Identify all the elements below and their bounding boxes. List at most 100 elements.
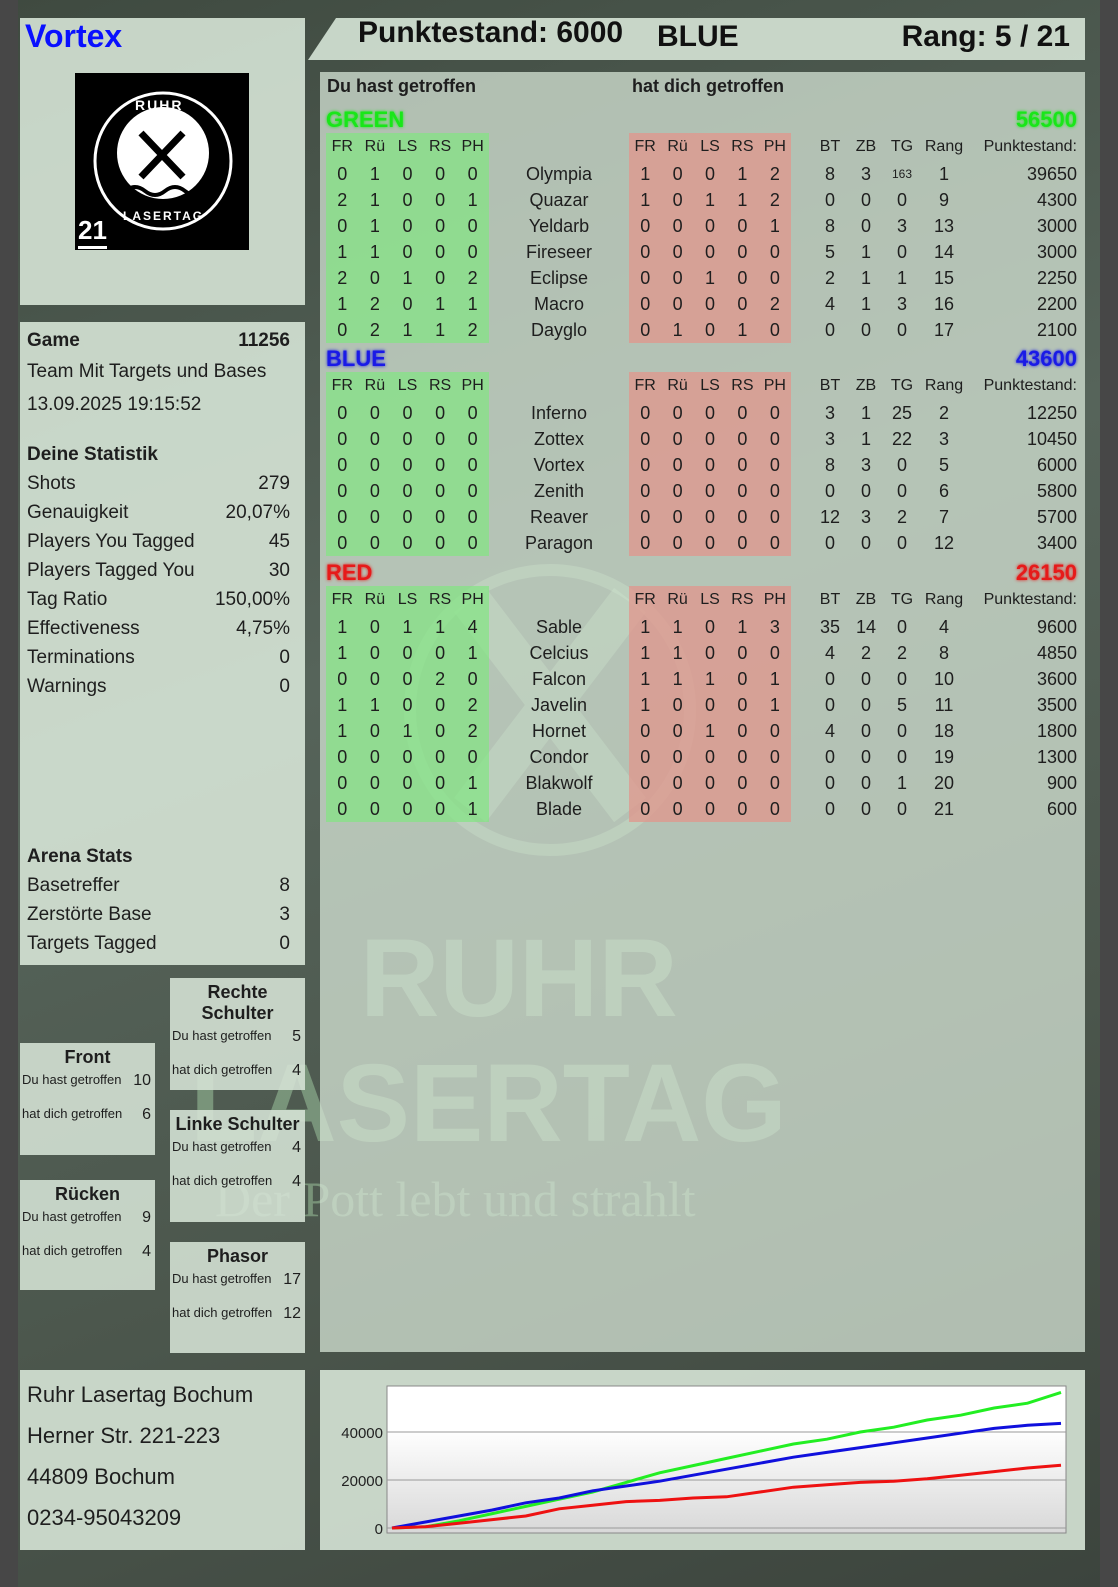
team-section-green: GREEN 56500 FR Rü LS RS PH FR Rü LS RS PH BT ZB TG Ra… (320, 107, 1085, 343)
hit_you-cell: 0 (672, 798, 683, 819)
hit_you-cell: 0 (672, 746, 683, 767)
bt-cell: 0 (824, 532, 835, 553)
you_hit-cell: 0 (337, 506, 348, 527)
zone-hit-you-row: hat dich getroffen 12 (172, 1305, 303, 1339)
col-header-2: LS (700, 377, 720, 394)
you_hit-cell: 2 (369, 293, 380, 314)
pts-cell: 5800 (1036, 480, 1077, 501)
you_hit-cell: 0 (337, 402, 348, 423)
pts-cell: 3500 (1036, 694, 1077, 715)
pts-cell: 12250 (1026, 402, 1077, 423)
column-header-row: FR Rü LS RS PH FR Rü LS RS PH BT ZB TG Rang Punktesta… (320, 372, 1085, 400)
you_hit-cell: 0 (337, 480, 348, 501)
stats-title: Deine Statistik (27, 443, 158, 465)
rang-cell: 15 (933, 267, 955, 288)
you_hit-cell: 0 (369, 402, 380, 423)
you_hit-cell: 2 (467, 267, 478, 288)
hit_you-cell: 0 (672, 480, 683, 501)
stats-row: Warnings 0 (27, 672, 290, 701)
you_hit-cell: 0 (435, 215, 446, 236)
bt-cell: 12 (819, 506, 841, 527)
game-datetime: 13.09.2025 19:15:52 (27, 393, 202, 415)
you_hit-cell: 2 (467, 720, 478, 741)
address-line: 44809 Bochum (27, 1464, 175, 1489)
bt-cell: 8 (824, 163, 835, 184)
player-row: 0 0 0 0 0 Condor 0 0 0 0 0 0 0 0 19 1300 (320, 744, 1085, 770)
bt-cell: 8 (824, 454, 835, 475)
stats-label: Effectiveness (27, 617, 140, 639)
zb-cell: 0 (860, 319, 871, 340)
you-hit-headers: FR Rü LS RS PH (326, 372, 489, 400)
col-header-0: FR (331, 138, 353, 155)
hit_you-cell: 1 (672, 668, 683, 689)
zone-front: Front Du hast getroffen 10 hat dich getro… (20, 1043, 155, 1155)
hit_you-cell: 0 (769, 642, 780, 663)
you_hit-cell: 0 (369, 668, 380, 689)
hit_you-cell: 1 (769, 694, 780, 715)
hit_you-cell: 2 (769, 189, 780, 210)
bt-cell: 0 (824, 319, 835, 340)
zone-you-hit-value: 17 (283, 1271, 301, 1288)
pts-cell: 3000 (1036, 215, 1077, 236)
hit_you-cell: 0 (640, 480, 651, 501)
col-header-zb: ZB (855, 591, 877, 608)
you_hit-cell: 0 (369, 428, 380, 449)
col-header-3: RS (731, 591, 754, 608)
score-label: Punktestand: 6000 (358, 16, 624, 49)
you_hit-cell: 0 (435, 746, 446, 767)
hit_you-cell: 0 (672, 694, 683, 715)
bt-cell: 4 (824, 293, 835, 314)
rang-cell: 2 (938, 402, 949, 423)
player-name-cell: Zenith (533, 480, 585, 501)
hit_you-cell: 0 (737, 293, 748, 314)
you_hit-cell: 0 (435, 241, 446, 262)
stats-label: Tag Ratio (27, 588, 108, 610)
bt-cell: 2 (824, 267, 835, 288)
you_hit-cell: 0 (402, 241, 413, 262)
pts-cell: 1300 (1036, 746, 1077, 767)
you_hit-cell: 0 (467, 241, 478, 262)
zone-you-hit-value: 5 (292, 1028, 301, 1045)
player-name-cell: Vortex (533, 454, 585, 475)
hit_you-cell: 1 (672, 319, 683, 340)
hit_you-cell: 3 (769, 616, 780, 637)
player-row: 1 0 1 0 2 Hornet 0 0 1 0 0 4 0 0 18 1800 (320, 718, 1085, 744)
hit_you-cell: 0 (672, 163, 683, 184)
hit_you-cell: 1 (737, 163, 748, 184)
zb-cell: 1 (860, 241, 871, 262)
col-header-4: PH (763, 138, 786, 155)
zb-cell: 0 (860, 480, 871, 501)
you_hit-cell: 2 (337, 267, 348, 288)
you-hit-headers: FR Rü LS RS PH (326, 586, 489, 614)
hit_you-cell: 0 (737, 428, 748, 449)
zone-right: Rechte Schulter Du hast getroffen 5 hat d… (170, 978, 305, 1090)
player-row: 1 1 0 0 0 Fireseer 0 0 0 0 0 5 1 0 14 3000 (320, 239, 1085, 265)
hit_you-cell: 0 (705, 241, 716, 262)
arena-row: Zerstörte Base 3 (27, 900, 290, 929)
hit_you-cell: 0 (705, 772, 716, 793)
zb-cell: 0 (860, 694, 871, 715)
col-header-bt: BT (819, 591, 841, 608)
hit_you-cell: 0 (705, 319, 716, 340)
you_hit-cell: 0 (369, 616, 380, 637)
tg-cell: 0 (896, 241, 907, 262)
pts-cell: 4850 (1036, 642, 1077, 663)
rang-cell: 3 (938, 428, 949, 449)
bt-cell: 0 (824, 480, 835, 501)
team-name: RED (326, 560, 373, 585)
hit_you-cell: 0 (640, 506, 651, 527)
col-header-1: Rü (667, 591, 688, 608)
col-header-3: RS (428, 138, 452, 155)
